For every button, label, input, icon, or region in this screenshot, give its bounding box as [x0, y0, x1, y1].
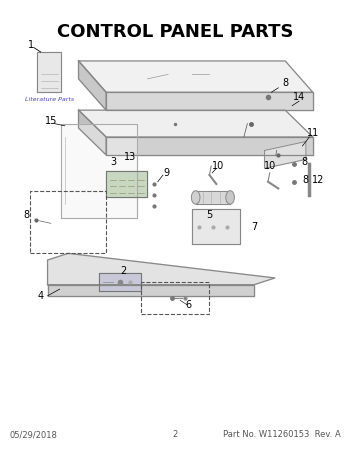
Text: Literature Parts: Literature Parts: [25, 97, 74, 102]
Text: 8: 8: [282, 78, 288, 88]
Text: 9: 9: [163, 168, 169, 178]
Text: 14: 14: [293, 92, 305, 102]
Ellipse shape: [191, 191, 200, 204]
Text: 1: 1: [28, 40, 34, 50]
Text: 8: 8: [24, 210, 30, 220]
Polygon shape: [78, 61, 106, 110]
Polygon shape: [37, 52, 61, 92]
Text: 2: 2: [120, 266, 126, 276]
Text: CONTROL PANEL PARTS: CONTROL PANEL PARTS: [57, 23, 293, 41]
Polygon shape: [196, 191, 230, 204]
Polygon shape: [265, 141, 306, 169]
Text: 8: 8: [303, 174, 309, 184]
Polygon shape: [78, 61, 313, 92]
Text: 3: 3: [110, 157, 116, 167]
Text: 6: 6: [186, 300, 192, 310]
Text: 8: 8: [301, 157, 307, 167]
Polygon shape: [192, 208, 240, 245]
Text: 15: 15: [45, 116, 57, 126]
Polygon shape: [48, 284, 254, 296]
Text: 11: 11: [307, 128, 319, 138]
Polygon shape: [99, 274, 141, 291]
Polygon shape: [48, 253, 275, 284]
Text: 2: 2: [172, 430, 177, 439]
Text: 05/29/2018: 05/29/2018: [10, 430, 57, 439]
Polygon shape: [106, 137, 313, 155]
Ellipse shape: [226, 191, 234, 204]
Text: 7: 7: [251, 222, 257, 231]
Polygon shape: [106, 92, 313, 110]
Text: 13: 13: [124, 152, 136, 162]
Text: 4: 4: [37, 291, 44, 301]
Text: 10: 10: [264, 161, 276, 171]
Polygon shape: [78, 110, 313, 137]
Text: 5: 5: [206, 210, 212, 220]
Text: 10: 10: [212, 161, 224, 171]
Polygon shape: [61, 124, 137, 217]
Text: 12: 12: [312, 174, 324, 184]
Polygon shape: [78, 110, 106, 155]
Polygon shape: [106, 171, 147, 198]
Text: Part No. W11260153  Rev. A: Part No. W11260153 Rev. A: [223, 430, 340, 439]
